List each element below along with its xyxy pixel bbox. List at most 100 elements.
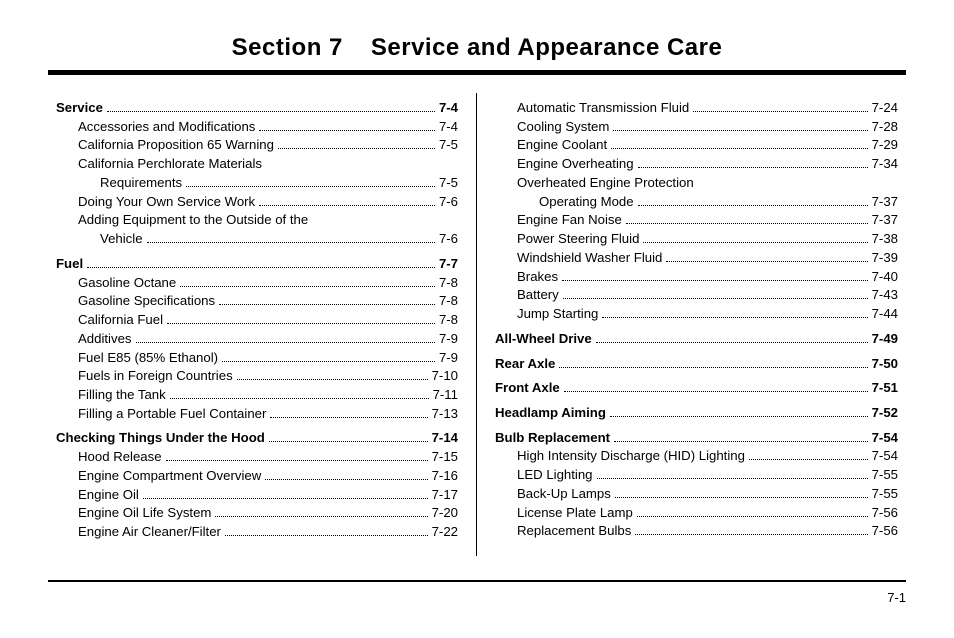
- toc-label: Operating Mode: [539, 193, 634, 212]
- toc-label: Gasoline Octane: [78, 274, 176, 293]
- toc-entry: Automatic Transmission Fluid7-24: [495, 99, 898, 118]
- toc-leader: [167, 314, 435, 324]
- toc-leader: [596, 333, 868, 343]
- toc-label: Adding Equipment to the Outside of the: [78, 212, 308, 227]
- toc-label: All-Wheel Drive: [495, 330, 592, 349]
- toc-entry: Fuel7-7: [56, 255, 458, 274]
- toc-entry: Service 7-4: [56, 99, 458, 118]
- toc-label: Brakes: [517, 268, 558, 287]
- toc-label: Windshield Washer Fluid: [517, 249, 662, 268]
- toc-page: 7-7: [439, 255, 458, 274]
- toc-leader: [635, 525, 867, 535]
- toc-label: Accessories and Modifications: [78, 118, 255, 137]
- toc-entry: Requirements7-5: [56, 174, 458, 193]
- toc-leader: [219, 295, 435, 305]
- toc-entry: Engine Coolant7-29: [495, 136, 898, 155]
- toc-leader: [666, 252, 867, 262]
- toc-page: 7-54: [872, 447, 898, 466]
- toc-entry: Engine Fan Noise7-37: [495, 211, 898, 230]
- toc-entry: Filling a Portable Fuel Container 7-13: [56, 405, 458, 424]
- rule-top: [48, 70, 906, 75]
- toc-label: Overheated Engine Protection: [517, 175, 694, 190]
- toc-leader: [638, 195, 868, 205]
- toc-label: California Fuel: [78, 311, 163, 330]
- toc-page: 7-56: [872, 504, 898, 523]
- toc-entry: Replacement Bulbs7-56: [495, 522, 898, 541]
- toc-page: 7-6: [439, 193, 458, 212]
- toc-entry: Rear Axle7-50: [495, 355, 898, 374]
- toc-entry: Additives7-9: [56, 330, 458, 349]
- toc-entry: Fuels in Foreign Countries 7-10: [56, 367, 458, 386]
- toc-page: 7-55: [872, 485, 898, 504]
- toc-column-right: Automatic Transmission Fluid7-24Cooling …: [477, 93, 906, 556]
- toc-entry: Battery7-43: [495, 286, 898, 305]
- toc-page: 7-49: [872, 330, 898, 349]
- toc-page: 7-5: [439, 136, 458, 155]
- toc-entry: Filling the Tank 7-11: [56, 386, 458, 405]
- toc-leader: [265, 470, 427, 480]
- toc-label: Requirements: [100, 174, 182, 193]
- toc-label: Vehicle: [100, 230, 143, 249]
- toc-leader: [225, 526, 428, 536]
- toc-leader: [143, 488, 428, 498]
- toc-leader: [643, 233, 867, 243]
- toc-leader: [564, 382, 868, 392]
- toc-page: 7-17: [432, 486, 458, 505]
- toc-leader: [614, 432, 868, 442]
- toc-entry: License Plate Lamp 7-56: [495, 504, 898, 523]
- toc-page: 7-44: [872, 305, 898, 324]
- toc-column-left: Service 7-4 Accessories and Modifications 7…: [48, 93, 477, 556]
- toc-label: California Perchlorate Materials: [78, 156, 262, 171]
- toc-entry: Engine Oil7-17: [56, 486, 458, 505]
- toc-label: Service: [56, 99, 103, 118]
- toc-label: Engine Coolant: [517, 136, 607, 155]
- toc-label: Gasoline Specifications: [78, 292, 215, 311]
- toc-label: Fuels in Foreign Countries: [78, 367, 233, 386]
- toc-page: 7-13: [432, 405, 458, 424]
- toc-page: 7-20: [432, 504, 458, 523]
- toc-leader: [170, 389, 429, 399]
- toc-label: Fuel E85 (85% Ethanol): [78, 349, 218, 368]
- toc-label: Headlamp Aiming: [495, 404, 606, 423]
- toc-entry: Front Axle7-51: [495, 379, 898, 398]
- toc-entry: High Intensity Discharge (HID) Lighting7…: [495, 447, 898, 466]
- toc-label: Filling a Portable Fuel Container: [78, 405, 266, 424]
- toc-entry: Brakes 7-40: [495, 268, 898, 287]
- toc-page: 7-11: [433, 386, 458, 405]
- toc-label: Front Axle: [495, 379, 560, 398]
- rule-bottom: [48, 580, 906, 582]
- toc-label: Filling the Tank: [78, 386, 166, 405]
- toc-entry: Engine Compartment Overview7-16: [56, 467, 458, 486]
- toc-label: Engine Overheating: [517, 155, 634, 174]
- toc-entry: Adding Equipment to the Outside of the: [56, 211, 458, 230]
- toc-page: 7-8: [439, 292, 458, 311]
- toc-leader: [563, 289, 868, 299]
- toc-page: 7-40: [872, 268, 898, 287]
- toc-label: Battery: [517, 286, 559, 305]
- toc-page: 7-9: [439, 330, 458, 349]
- toc-page: 7-4: [439, 99, 458, 118]
- toc-entry: Gasoline Octane 7-8: [56, 274, 458, 293]
- toc-leader: [559, 357, 867, 367]
- toc-entry: Power Steering Fluid7-38: [495, 230, 898, 249]
- toc-page: 7-8: [439, 274, 458, 293]
- toc-entry: Fuel E85 (85% Ethanol)7-9: [56, 349, 458, 368]
- toc-entry: LED Lighting7-55: [495, 466, 898, 485]
- toc-entry: Cooling System7-28: [495, 118, 898, 137]
- toc-page: 7-4: [439, 118, 458, 137]
- toc-page: 7-28: [872, 118, 898, 137]
- toc-leader: [638, 158, 868, 168]
- toc-page: 7-10: [432, 367, 458, 386]
- toc-label: Checking Things Under the Hood: [56, 429, 265, 448]
- toc-label: California Proposition 65 Warning: [78, 136, 274, 155]
- toc-leader: [222, 351, 435, 361]
- toc-entry: Operating Mode7-37: [495, 193, 898, 212]
- toc-entry: Engine Overheating7-34: [495, 155, 898, 174]
- toc-page: 7-37: [872, 211, 898, 230]
- toc-entry: Bulb Replacement7-54: [495, 429, 898, 448]
- toc-leader: [611, 139, 867, 149]
- toc-leader: [87, 258, 435, 268]
- toc-label: License Plate Lamp: [517, 504, 633, 523]
- toc-label: Jump Starting: [517, 305, 598, 324]
- toc-page: 7-24: [872, 99, 898, 118]
